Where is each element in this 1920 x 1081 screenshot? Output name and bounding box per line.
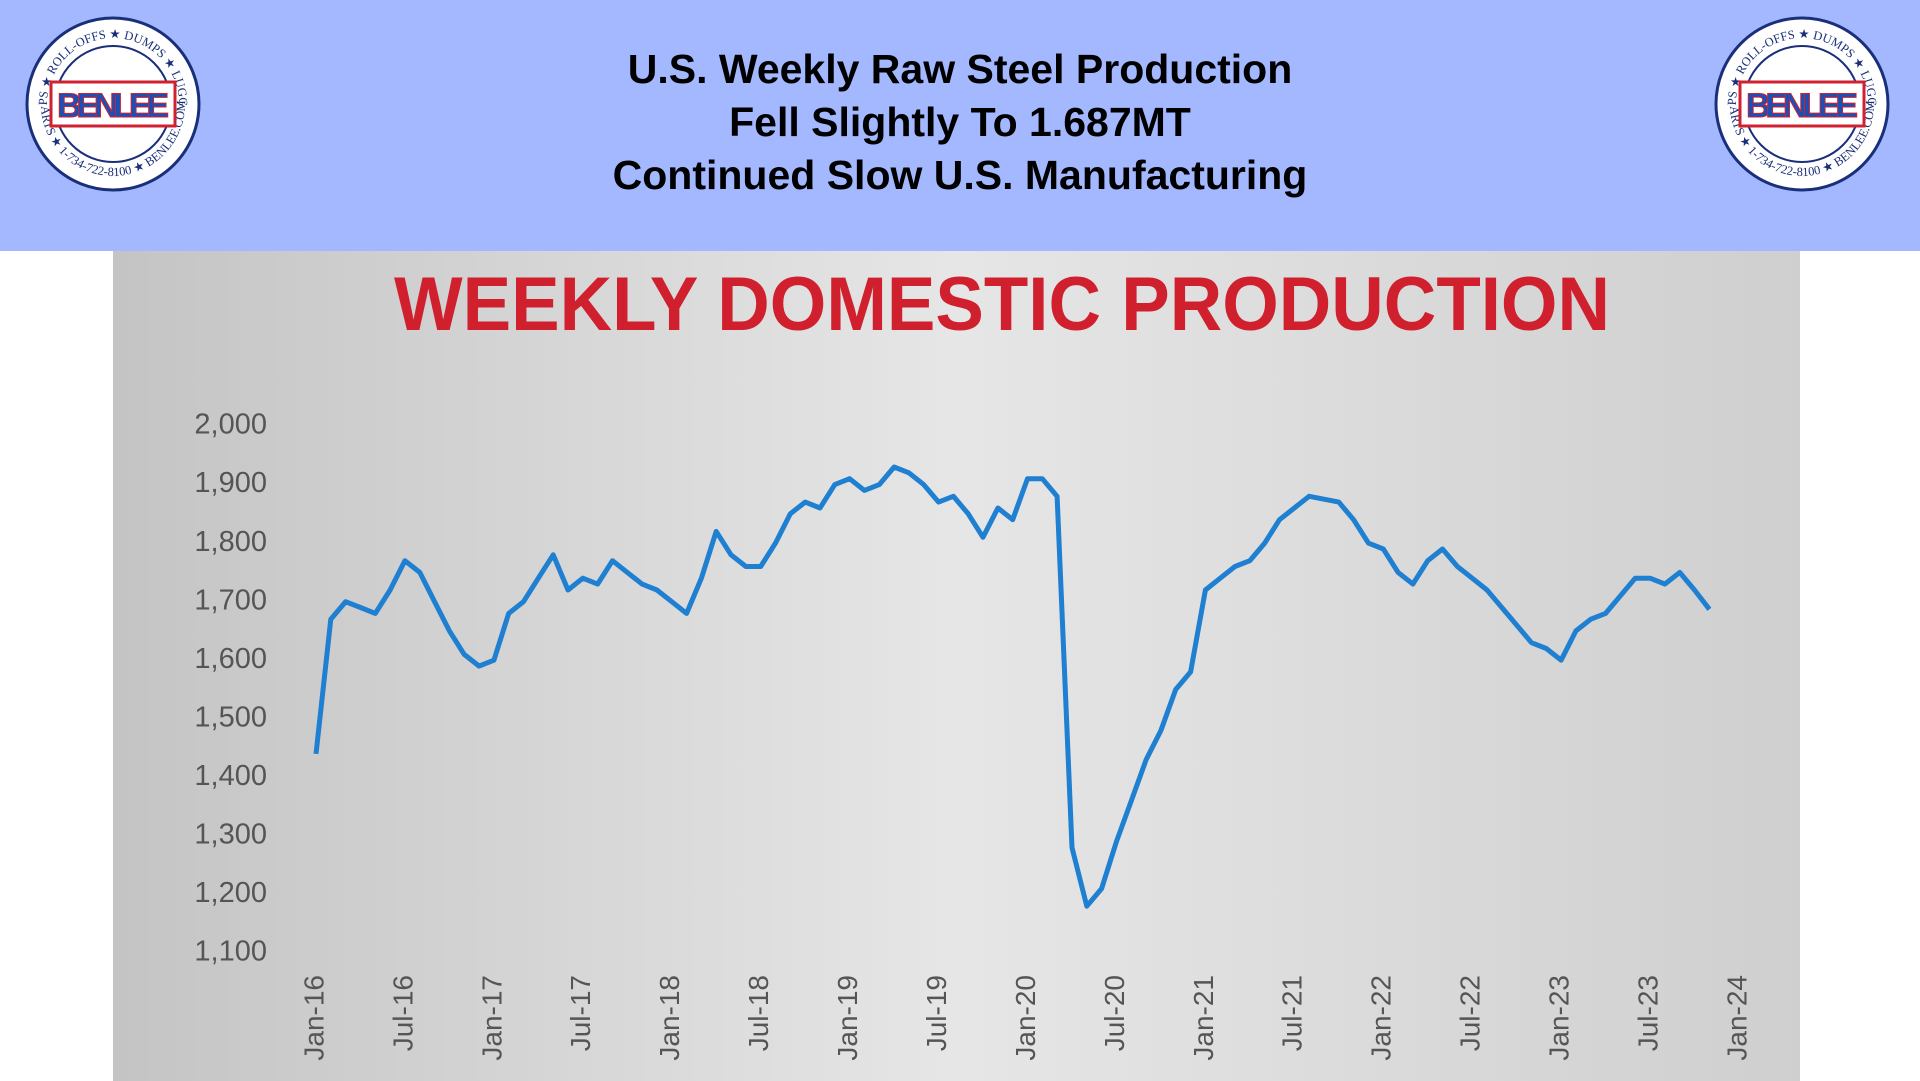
x-tick-label: Jul-20 <box>1099 975 1130 1051</box>
x-tick-label: Jan-16 <box>298 975 329 1061</box>
x-tick-label: Jan-17 <box>476 975 507 1061</box>
x-tick-label: Jan-24 <box>1721 975 1752 1061</box>
logo-name: BENLEE <box>1746 87 1858 125</box>
y-tick-label: 1,200 <box>194 877 267 909</box>
x-tick-label: Jan-20 <box>1010 975 1041 1061</box>
x-tick-label: Jan-19 <box>832 975 863 1061</box>
header-title: Continued Slow U.S. Manufacturing <box>613 152 1308 198</box>
chart-background <box>113 251 1800 1081</box>
y-tick-label: 1,600 <box>194 643 267 675</box>
y-tick-label: 1,700 <box>194 584 267 616</box>
x-tick-label: Jul-23 <box>1632 975 1663 1051</box>
x-tick-label: Jul-17 <box>565 975 596 1051</box>
y-tick-label: 1,800 <box>194 526 267 558</box>
plot: 1,100 1,200 1,300 1,400 1,500 1,600 1,700 1,800… <box>194 409 1752 1061</box>
y-tick-label: 1,100 <box>194 936 267 968</box>
x-tick-label: Jul-22 <box>1455 975 1486 1051</box>
header-title: U.S. Weekly Raw Steel Production <box>628 46 1293 92</box>
x-tick-label: Jan-23 <box>1544 975 1575 1061</box>
y-tick-label: 1,300 <box>194 819 267 851</box>
header-title: Fell Slightly To 1.687MT <box>729 99 1191 145</box>
x-tick-label: Jul-16 <box>387 975 418 1051</box>
x-tick-label: Jan-18 <box>654 975 685 1061</box>
x-tick-label: Jan-22 <box>1366 975 1397 1061</box>
y-tick-label: 1,500 <box>194 701 267 733</box>
y-tick-label: 2,000 <box>194 409 267 441</box>
x-tick-label: Jul-21 <box>1277 975 1308 1051</box>
y-tick-label: 1,900 <box>194 467 267 499</box>
x-tick-label: Jul-19 <box>921 975 952 1051</box>
logo: TARPS ★ ROLL-OFFS ★ DUMPS ★ LUGGERS PART… <box>25 16 201 192</box>
chart-title: WEEKLY DOMESTIC PRODUCTION <box>394 262 1610 347</box>
logo-name: BENLEE <box>57 87 169 125</box>
x-tick-label: Jan-21 <box>1188 975 1219 1061</box>
logo: TARPS ★ ROLL-OFFS ★ DUMPS ★ LUGGERS PART… <box>1714 16 1890 192</box>
header-band <box>0 0 1920 251</box>
y-tick-label: 1,400 <box>194 760 267 792</box>
x-tick-label: Jul-18 <box>743 975 774 1051</box>
data-line <box>313 464 1712 909</box>
